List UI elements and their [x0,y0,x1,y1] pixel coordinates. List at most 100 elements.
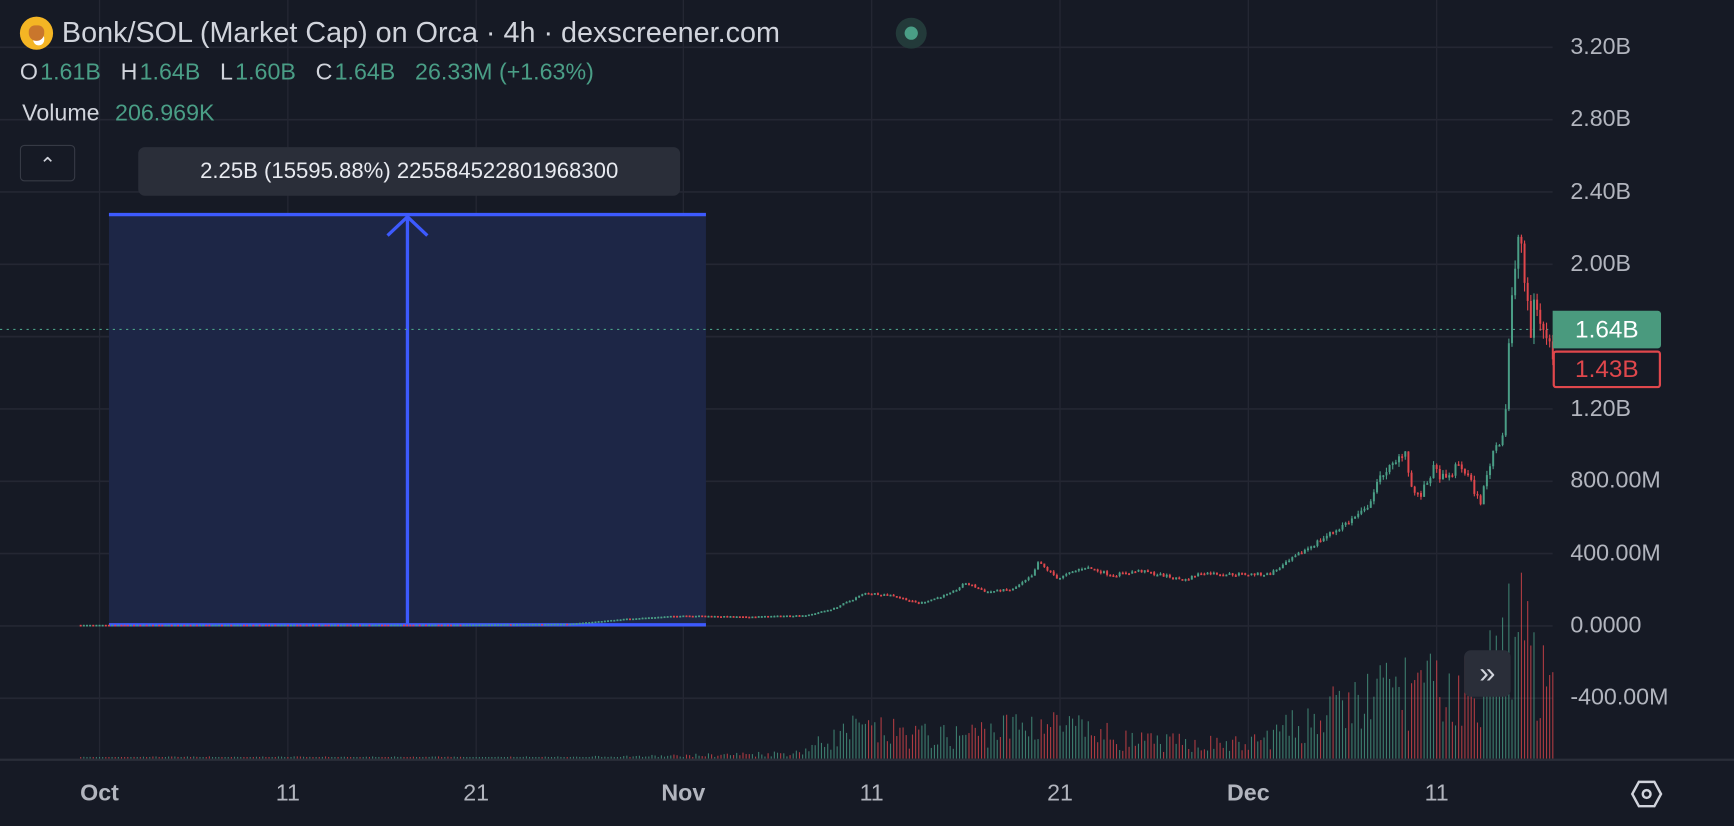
volume-bar [839,730,841,759]
candle [359,624,362,627]
volume-bar [591,756,593,759]
candle [503,624,506,626]
candle [1551,341,1554,360]
candle [133,624,136,627]
candle [164,624,167,627]
candle [1225,574,1228,577]
high-value: 1.64B [139,59,201,86]
volume-bar [899,727,901,759]
candle [509,624,512,626]
candle [1489,466,1492,476]
candle [594,621,597,624]
chart-settings-icon[interactable] [1630,777,1663,810]
volume-bar [315,756,317,759]
volume-bar [955,726,957,759]
volume-bar [776,752,779,759]
candle [996,589,999,592]
volume-bar [1100,729,1102,759]
candle [607,620,610,622]
collapse-legend-button[interactable]: ⌃ [19,144,76,182]
candle [641,617,644,620]
candle [741,616,744,619]
volume-bar [233,756,236,759]
candle [1040,562,1043,564]
volume-bar [1122,750,1124,759]
volume-value: 206.969K [115,100,215,127]
volume-bar [155,756,157,759]
high-label: H [120,59,138,86]
volume-bar [302,756,305,759]
volume-bar [1323,732,1325,759]
candle [1548,338,1551,342]
candle [826,610,829,612]
volume-bar [598,756,600,759]
volume-bar [1250,736,1253,759]
candle [735,616,738,619]
candle [880,594,883,597]
price-tick-label: -400.00M [1570,684,1669,711]
candle [971,584,974,587]
candle [139,624,142,627]
candle [151,624,154,627]
volume-bar [1119,749,1121,759]
volume-bar [1128,746,1130,759]
volume-bar [1382,677,1384,759]
volume-bar [372,756,374,759]
close-label: C [315,59,333,86]
volume-bar [478,756,480,759]
candle [327,624,330,627]
candle [989,591,992,594]
candle [789,615,792,618]
live-dot-icon[interactable] [895,17,927,49]
candle [600,621,603,623]
volume-bar [92,756,94,759]
volume-bar [1536,720,1538,759]
candle [484,624,487,627]
volume-bar [1028,736,1030,759]
volume-bar [494,756,496,759]
volume-bar [692,756,694,759]
candle [214,624,217,627]
candle [85,624,88,627]
candle [685,615,688,618]
volume-bar [516,756,518,759]
candle [534,623,537,626]
candle [647,617,650,620]
volume-bar [211,756,214,759]
candle [914,600,917,603]
time-tick-label: Dec [1227,780,1270,807]
volume-bar [1298,726,1300,759]
candle [1467,473,1470,476]
candle [239,624,242,627]
volume-bar [924,723,926,759]
volume-bar [852,715,854,759]
candle [1043,563,1046,567]
candle [1269,573,1272,575]
candle [158,624,161,627]
volume-bar [1414,680,1416,759]
candle [1259,572,1262,576]
volume-bar [1166,734,1168,759]
candle [170,624,173,627]
candle [79,624,82,627]
candle [616,619,619,622]
candle [126,624,129,627]
volume-bar [503,756,505,759]
candle [1369,501,1372,508]
candle [738,616,741,619]
candles [79,234,1554,627]
volume-bar [105,756,107,759]
candle [180,624,183,627]
volume-bar [648,756,650,759]
candle [1347,522,1350,525]
candle [1385,472,1388,476]
candle [305,624,308,627]
volume-bar [676,755,678,759]
candle [748,616,751,619]
scroll-to-realtime-button[interactable]: » [1464,650,1511,697]
candle [716,615,719,618]
volume-bar [1332,686,1334,759]
volume-bar [802,754,804,759]
volume-bar [858,722,860,759]
